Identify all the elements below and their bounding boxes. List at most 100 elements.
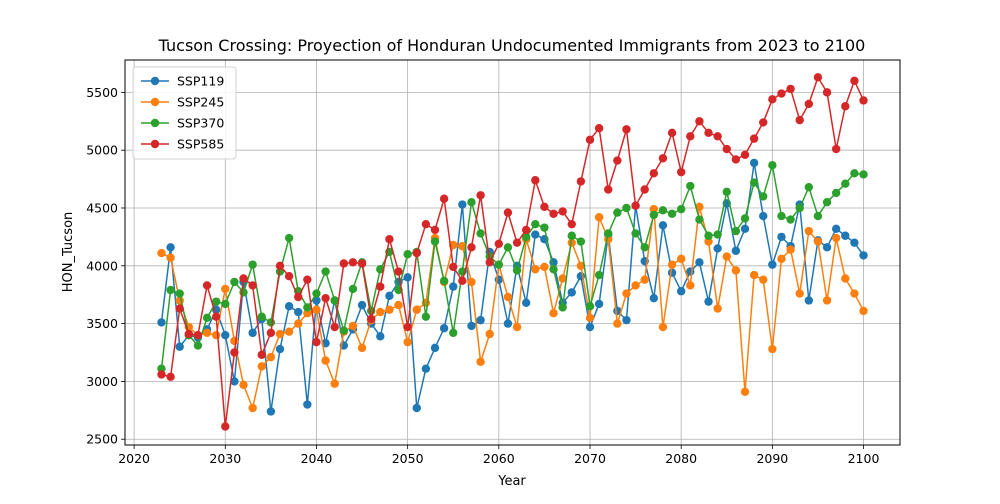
data-point-ssp370 [321,267,330,276]
data-point-ssp245 [649,204,659,214]
data-point-ssp370 [850,169,859,178]
data-point-ssp119 [430,343,440,353]
data-point-ssp119 [822,243,832,252]
data-point-ssp585 [686,132,695,141]
data-point-ssp585 [695,117,704,126]
data-point-ssp119 [859,251,868,260]
data-point-ssp119 [695,258,704,267]
data-point-ssp245 [576,261,586,270]
data-point-ssp585 [558,207,567,216]
data-point-ssp245 [567,238,576,247]
data-point-ssp585 [339,259,349,268]
data-point-ssp245 [813,237,823,246]
data-point-ssp119 [266,407,276,416]
data-point-ssp245 [594,213,604,222]
y-tick-label: 3500 [86,316,118,331]
data-point-ssp119 [221,330,230,340]
data-point-ssp585 [385,235,394,244]
data-point-ssp585 [303,275,312,284]
data-point-ssp119 [230,377,239,386]
data-point-ssp119 [275,344,285,354]
data-point-ssp245 [321,356,330,365]
data-point-ssp119 [157,318,166,327]
data-point-ssp585 [157,370,166,379]
data-point-ssp245 [211,330,221,340]
legend-marker [150,118,160,128]
data-point-ssp119 [686,267,695,276]
data-point-ssp245 [804,226,814,236]
data-point-ssp585 [248,281,257,290]
data-point-ssp119 [777,232,786,242]
data-point-ssp245 [713,304,722,313]
data-point-ssp245 [266,352,276,362]
data-point-ssp370 [740,214,750,223]
data-point-ssp245 [376,307,385,317]
data-point-ssp585 [394,267,403,276]
data-point-ssp245 [686,281,695,290]
y-axis-ticks: 2500 3000 3500 4000 4500 5000 5500 [86,85,125,447]
data-point-ssp119 [503,319,513,328]
x-tick-label: 2070 [574,451,606,466]
data-point-ssp370 [503,243,513,252]
data-point-ssp119 [704,297,713,306]
data-point-ssp245 [303,309,312,318]
data-point-ssp585 [184,329,194,339]
data-point-ssp585 [348,258,358,267]
y-tick-label: 2500 [86,432,118,447]
data-point-ssp119 [412,403,421,413]
x-tick-label: 2040 [301,451,333,466]
data-point-ssp585 [430,225,440,235]
legend: SSP119 SSP245 SSP370 SSP585 [132,66,237,160]
data-point-ssp585 [366,314,376,324]
data-point-ssp119 [439,324,449,333]
data-point-ssp370 [266,318,276,327]
data-point-ssp119 [294,307,303,317]
data-point-ssp245 [385,305,394,314]
data-point-ssp585 [266,328,276,338]
data-point-ssp585 [777,89,786,98]
data-point-ssp245 [357,343,367,353]
data-point-ssp585 [540,202,549,212]
data-point-ssp245 [841,274,850,283]
data-point-ssp119 [166,243,175,252]
data-point-ssp370 [795,203,804,213]
y-axis-label: HON_Tucson [61,212,76,293]
data-point-ssp245 [777,254,786,264]
data-point-ssp370 [449,328,458,338]
x-tick-label: 2090 [756,451,788,466]
data-point-ssp245 [476,357,485,366]
data-point-ssp245 [348,321,358,331]
data-point-ssp245 [485,329,494,339]
data-point-ssp585 [567,219,576,229]
data-point-ssp119 [248,328,257,338]
data-point-ssp245 [822,296,832,305]
data-point-ssp119 [749,158,759,168]
data-point-ssp585 [713,132,722,141]
data-point-ssp370 [312,289,321,298]
data-point-ssp585 [312,337,321,347]
data-point-ssp245 [157,248,166,258]
x-tick-label: 2060 [483,451,515,466]
data-point-ssp119 [594,299,604,309]
data-point-ssp370 [786,215,795,224]
data-point-ssp585 [631,201,640,210]
legend-marker [150,97,160,107]
data-point-ssp370 [768,161,777,170]
data-point-ssp370 [339,326,349,335]
data-point-ssp585 [649,169,659,178]
legend-item-ssp370: SSP370 [141,116,224,131]
data-point-ssp119 [458,200,467,209]
data-point-ssp585 [166,372,175,381]
data-point-ssp370 [248,260,257,269]
data-point-ssp585 [704,128,713,138]
data-point-ssp370 [640,243,649,252]
data-point-ssp245 [239,380,248,390]
x-tick-label: 2020 [118,451,150,466]
data-point-ssp585 [859,96,868,105]
data-point-ssp245 [248,403,257,413]
data-point-ssp585 [804,99,814,109]
data-point-ssp370 [759,192,768,201]
data-point-ssp585 [667,128,677,138]
data-point-ssp370 [202,313,212,323]
data-point-ssp585 [275,261,285,270]
